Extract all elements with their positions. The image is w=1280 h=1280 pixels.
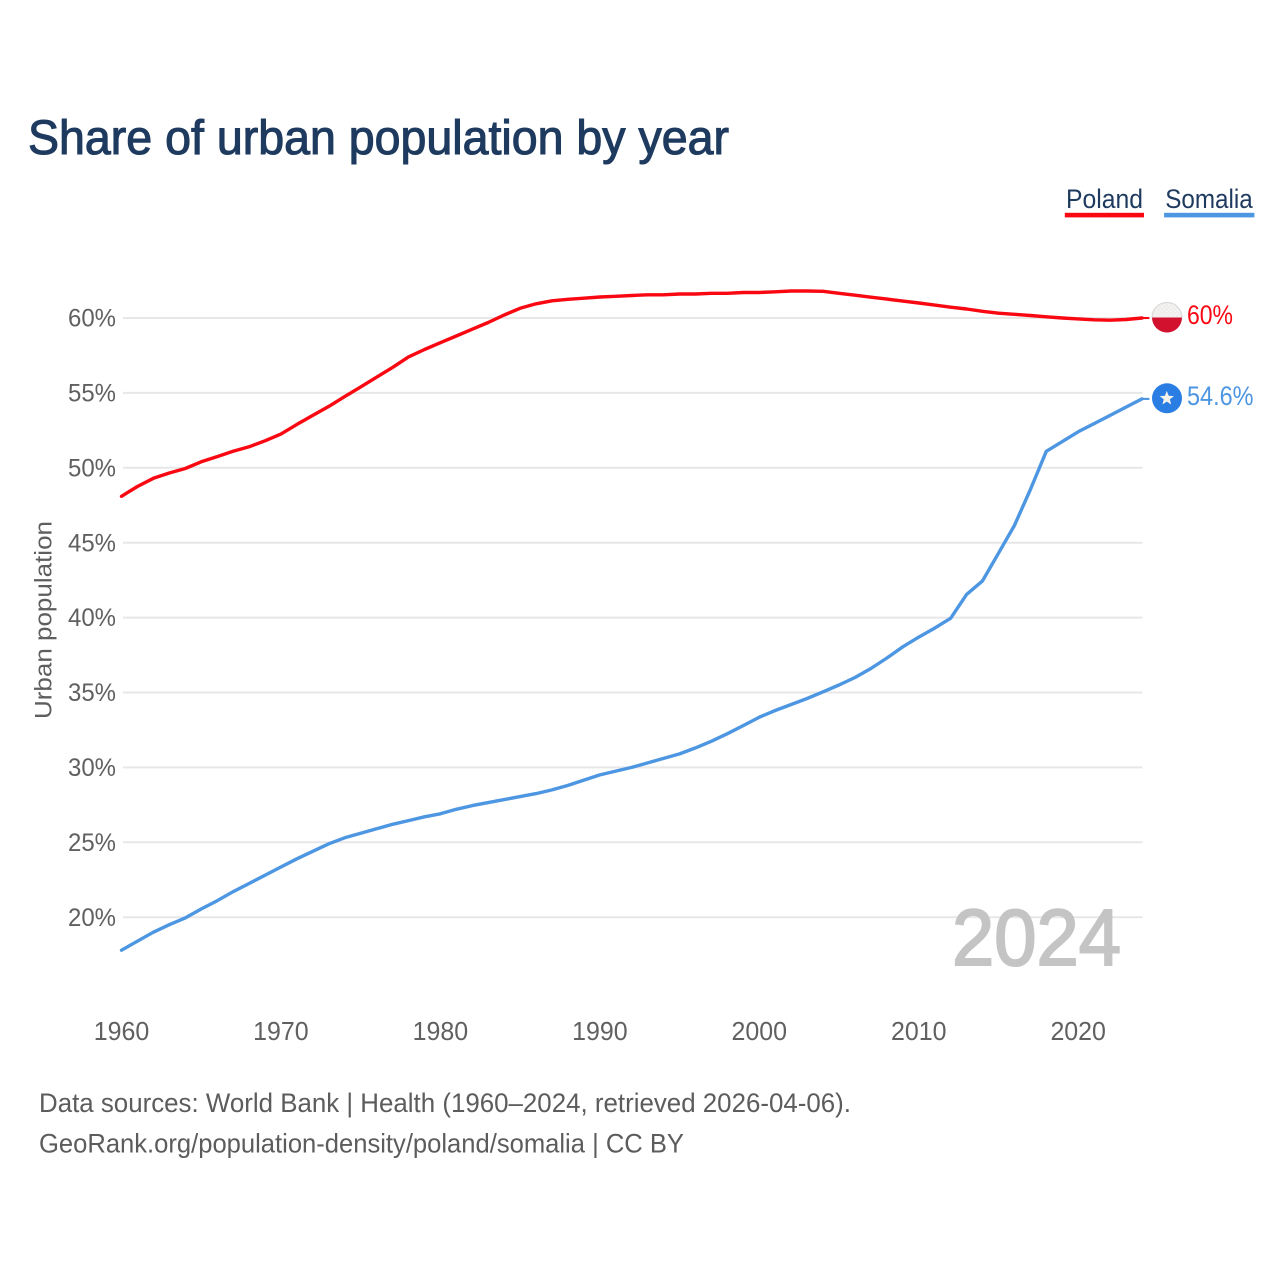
svg-text:Urban population: Urban population [31, 521, 58, 719]
svg-text:50%: 50% [68, 454, 116, 482]
svg-text:Somalia: Somalia [1165, 184, 1253, 214]
svg-text:60%: 60% [1187, 300, 1233, 330]
svg-text:2010: 2010 [891, 1016, 947, 1046]
svg-text:40%: 40% [68, 604, 116, 632]
svg-text:30%: 30% [68, 754, 116, 782]
svg-text:60%: 60% [68, 305, 116, 333]
svg-text:20%: 20% [68, 904, 116, 932]
svg-text:Poland: Poland [1066, 184, 1143, 214]
svg-text:55%: 55% [68, 380, 116, 408]
svg-text:2000: 2000 [732, 1016, 788, 1046]
svg-text:45%: 45% [68, 529, 116, 557]
svg-text:1970: 1970 [253, 1016, 309, 1046]
svg-text:1990: 1990 [572, 1016, 628, 1046]
svg-text:Share of urban population by y: Share of urban population by year [28, 112, 729, 165]
svg-text:1960: 1960 [94, 1016, 150, 1046]
svg-text:54.6%: 54.6% [1187, 381, 1254, 411]
svg-text:1980: 1980 [413, 1016, 469, 1046]
svg-text:2020: 2020 [1050, 1016, 1106, 1046]
svg-text:GeoRank.org/population-density: GeoRank.org/population-density/poland/so… [39, 1129, 684, 1159]
svg-text:25%: 25% [68, 829, 116, 857]
svg-text:2024: 2024 [952, 893, 1121, 982]
svg-text:35%: 35% [68, 679, 116, 707]
svg-text:Data sources: World Bank | Hea: Data sources: World Bank | Health (1960–… [39, 1088, 851, 1118]
